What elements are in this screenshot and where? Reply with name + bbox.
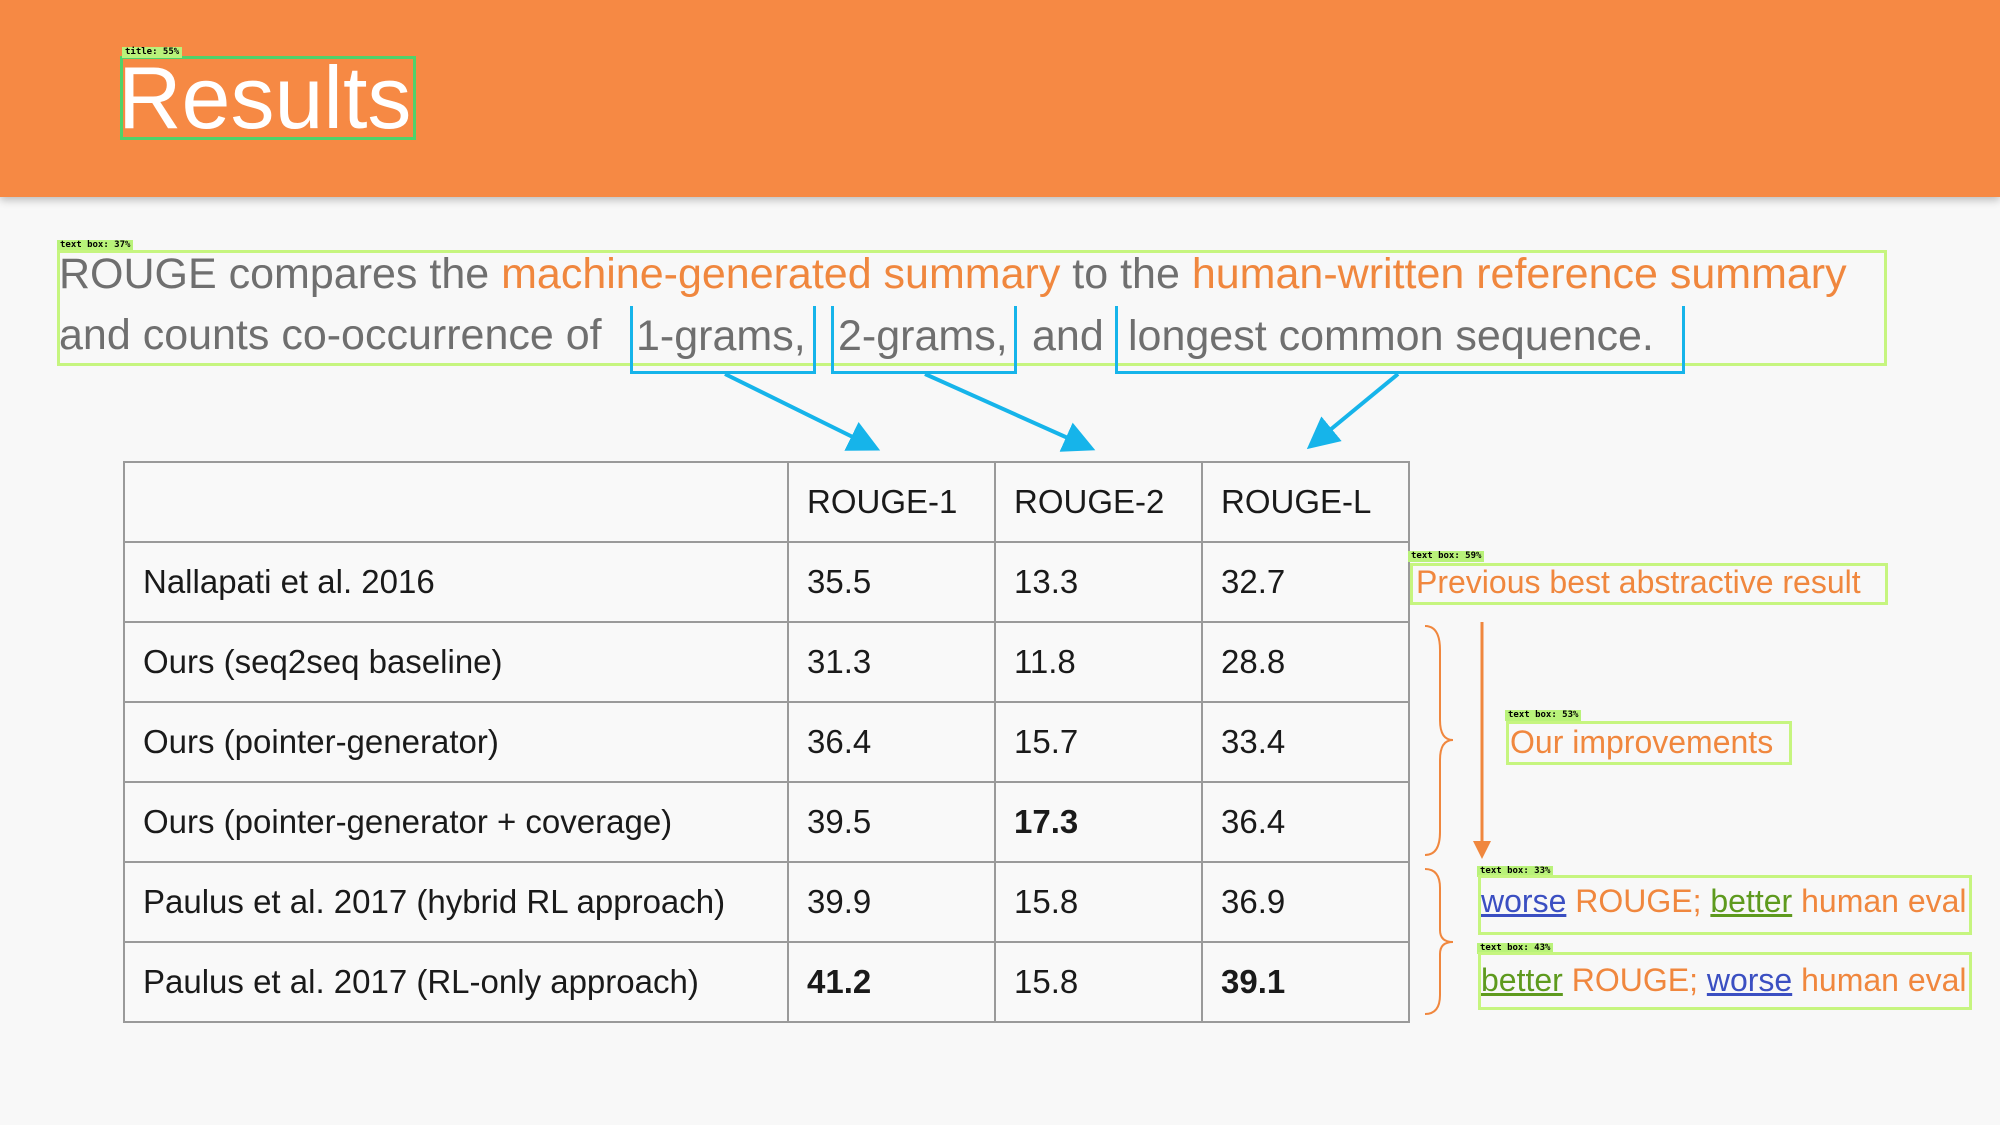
rouge1-cell: 36.4 [787,701,996,783]
rouge-word: ROUGE; [1566,883,1711,919]
rougel-cell: 39.1 [1201,941,1410,1023]
intro-part1: ROUGE compares the [59,250,502,298]
page-title: Results [118,48,412,147]
rouge2-cell: 11.8 [994,621,1203,703]
term-1-grams-box [630,306,816,374]
rouge2-cell: 15.7 [994,701,1203,783]
model-cell: Ours (seq2seq baseline) [123,621,789,703]
model-cell: Nallapati et al. 2016 [123,541,789,623]
rouge2-cell: 15.8 [994,941,1203,1023]
better-word: better [1710,883,1793,919]
rouge1-cell: 31.3 [787,621,996,703]
rougel-cell: 32.7 [1201,541,1410,623]
rouge2-cell: 13.3 [994,541,1203,623]
better-rouge-detection-label: text box: 43% [1477,943,1554,954]
table-row: Ours (pointer-generator + coverage) 39.5… [123,781,1410,863]
model-cell: Paulus et al. 2017 (hybrid RL approach) [123,861,789,943]
intro-detection-label: text box: 37% [57,240,134,251]
machine-generated-summary: machine-generated summary [501,250,1061,298]
table-row: Ours (seq2seq baseline) 31.3 11.8 28.8 [123,621,1410,703]
header-bar [0,0,2000,197]
rouge-word: ROUGE; [1562,962,1707,998]
arrow-1grams-to-rouge1 [724,372,881,451]
improvements-detection-label: text box: 53% [1505,710,1582,721]
worse-rouge-detection-label: text box: 33% [1477,866,1554,877]
rouge2-cell: 17.3 [994,781,1203,863]
better-rouge-note: better ROUGE; worse human eval [1481,960,1967,1000]
intro-line-1: ROUGE compares the machine-generated sum… [59,244,1889,305]
header-cell-model [123,461,789,543]
improvements-note: Our improvements [1510,724,1774,760]
model-cell: Paulus et al. 2017 (RL-only approach) [123,941,789,1023]
table-row: Nallapati et al. 2016 35.5 13.3 32.7 [123,541,1410,623]
brace-paulus [1424,868,1454,1015]
intro-text: ROUGE compares the machine-generated sum… [59,244,1889,366]
table-row: Ours (pointer-generator) 36.4 15.7 33.4 [123,701,1410,783]
human-eval-word: human eval [1792,883,1967,919]
model-cell: Ours (pointer-generator) [123,701,789,783]
rougel-cell: 33.4 [1201,701,1410,783]
arrow-lcs-to-rougel [1306,372,1400,450]
table-row: Paulus et al. 2017 (hybrid RL approach) … [123,861,1410,943]
arrow-2grams-to-rouge2 [924,372,1096,452]
rouge1-cell: 39.5 [787,781,996,863]
rougel-cell: 28.8 [1201,621,1410,703]
better-rouge-detection-box [1478,952,1972,1010]
human-written-summary: human-written reference summary [1191,250,1847,298]
table-row: Paulus et al. 2017 (RL-only approach) 41… [123,941,1410,1023]
worse-rouge-note: worse ROUGE; better human eval [1481,881,1967,921]
table-header-row: ROUGE-1 ROUGE-2 ROUGE-L [123,461,1410,543]
human-eval-word: human eval [1792,962,1967,998]
rouge1-cell: 35.5 [787,541,996,623]
term-2-grams-box [831,306,1017,374]
prev-best-detection-box [1410,563,1888,605]
improvements-detection-box [1506,721,1792,765]
header-cell-rougel: ROUGE-L [1201,461,1410,543]
better-word: better [1481,962,1563,998]
worse-word: worse [1481,883,1567,919]
model-cell: Ours (pointer-generator + coverage) [123,781,789,863]
intro-detection-box [57,250,1887,366]
rouge1-cell: 39.9 [787,861,996,943]
intro-part3: and counts co-occurrence of [59,311,602,359]
title-detection-label: title: 55% [122,47,183,58]
term-and: and [1032,312,1104,360]
results-table: ROUGE-1 ROUGE-2 ROUGE-L Nallapati et al.… [123,461,1410,1023]
prev-best-note: Previous best abstractive result [1416,564,1861,600]
rougel-cell: 36.9 [1201,861,1410,943]
brace-ours [1424,625,1454,856]
rouge2-cell: 15.8 [994,861,1203,943]
title-detection-box [120,56,416,140]
intro-part2: to the [1060,250,1192,298]
intro-line-2: and counts co-occurrence of [59,305,1889,366]
worse-word: worse [1706,962,1793,998]
term-longest-common-sequence: longest common sequence. [1128,312,1654,360]
term-1-grams: 1-grams, [636,312,806,360]
header-cell-rouge1: ROUGE-1 [787,461,996,543]
term-lcs-box [1115,306,1685,374]
term-2-grams: 2-grams, [838,312,1008,360]
rouge1-cell: 41.2 [787,941,996,1023]
prev-best-detection-label: text box: 59% [1408,551,1485,562]
rougel-cell: 36.4 [1201,781,1410,863]
worse-rouge-detection-box [1478,875,1972,935]
header-cell-rouge2: ROUGE-2 [994,461,1203,543]
